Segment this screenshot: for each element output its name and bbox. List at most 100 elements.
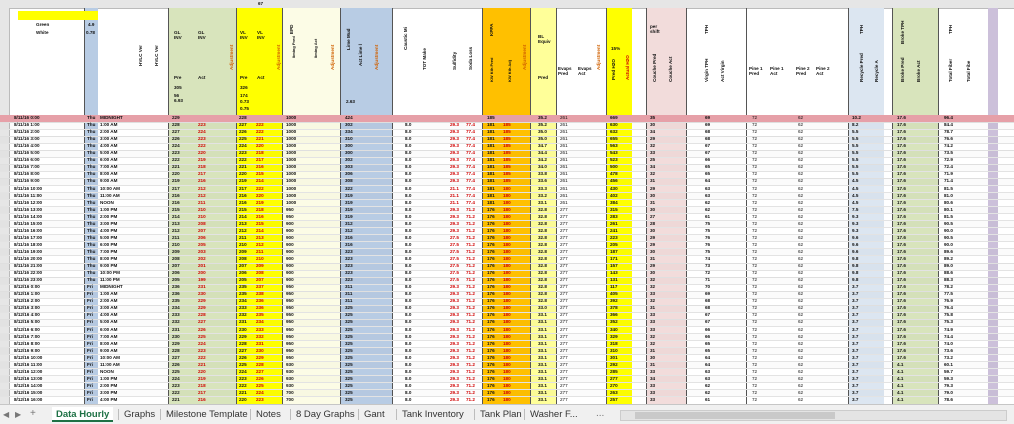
cell-ev[interactable]: 261 bbox=[560, 150, 568, 156]
cell-kw[interactable]: 185 bbox=[503, 129, 511, 135]
cell-day[interactable]: Fri bbox=[87, 284, 93, 290]
cell-date[interactable]: 8/11/16 9:00 bbox=[14, 178, 40, 184]
cell-gla[interactable]: 211 bbox=[198, 199, 206, 205]
table-row[interactable]: 8/12/16 10:00 Fri 10:00 AM 227 222 226 229 950 3… bbox=[0, 355, 1014, 363]
cell-p1[interactable]: 72 bbox=[752, 319, 758, 325]
cell-ev[interactable]: 277 bbox=[560, 354, 568, 360]
table-row[interactable]: 8/11/16 16:00 Thu 4:00 PM 212 207 212 214 900 31… bbox=[0, 228, 1014, 236]
cell-p2[interactable]: 62 bbox=[798, 192, 804, 198]
cell-gla[interactable]: 218 bbox=[198, 382, 206, 388]
cell-p2[interactable]: 62 bbox=[798, 284, 804, 290]
cell-k[interactable]: 176 bbox=[487, 284, 495, 290]
scroll-left-icon[interactable]: ◀ bbox=[3, 410, 10, 419]
cell-tf[interactable]: 75.3 bbox=[944, 319, 953, 325]
cell-vl[interactable]: 234 bbox=[239, 298, 247, 304]
cell-br[interactable]: 17.6 bbox=[897, 185, 906, 191]
cell-cp[interactable]: 34 bbox=[650, 129, 656, 135]
cell-tf[interactable]: 72.9 bbox=[944, 157, 953, 163]
cell-rc[interactable]: 7.5 bbox=[852, 206, 859, 212]
cell-cp[interactable]: 32 bbox=[650, 171, 656, 177]
cell-tot[interactable]: 21.1 bbox=[450, 199, 459, 205]
cell-bl[interactable]: 33.0 bbox=[538, 305, 547, 311]
cell-ca[interactable]: 8.0 bbox=[405, 389, 412, 395]
cell-day[interactable]: Fri bbox=[87, 319, 93, 325]
cell-ev[interactable]: 277 bbox=[560, 361, 568, 367]
cell-bl[interactable]: 33.2 bbox=[538, 192, 547, 198]
table-row[interactable]: 8/11/16 1:00 Thu 1:00 AM 228 223 227 222 1000 30… bbox=[0, 122, 1014, 130]
cell-cp[interactable]: 31 bbox=[650, 199, 656, 205]
cell-ca[interactable]: 8.0 bbox=[405, 354, 412, 360]
cell-ev[interactable]: 277 bbox=[560, 340, 568, 346]
cell-w[interactable]: 630 bbox=[610, 122, 618, 128]
cell-lm[interactable]: 323 bbox=[345, 263, 353, 269]
cell-time[interactable]: 3:00 PM bbox=[100, 220, 118, 226]
cell-br[interactable]: 17.6 bbox=[897, 143, 906, 149]
cell-vt[interactable]: 62 bbox=[705, 389, 711, 395]
cell-k[interactable]: 181 bbox=[487, 136, 495, 142]
cell-day[interactable]: Fri bbox=[87, 305, 93, 311]
cell-rc[interactable]: 4.5 bbox=[852, 185, 859, 191]
cell-vla[interactable]: 233 bbox=[256, 326, 264, 332]
cell-tot[interactable]: 21.1 bbox=[450, 185, 459, 191]
cell-gl[interactable]: 223 bbox=[172, 150, 180, 156]
cell-vla[interactable]: 220 bbox=[256, 192, 264, 198]
cell-gl[interactable]: 231 bbox=[172, 326, 180, 332]
cell-br[interactable]: 17.6 bbox=[897, 129, 906, 135]
table-row[interactable]: 8/12/16 13:00 Fri 1:00 PM 224 219 223 226 930 32… bbox=[0, 376, 1014, 384]
cell-gl[interactable]: 233 bbox=[172, 312, 180, 318]
cell-kw[interactable]: 180 bbox=[503, 291, 511, 297]
cell-sul[interactable]: 77.4 bbox=[466, 164, 475, 170]
cell-p2[interactable]: 62 bbox=[798, 241, 804, 247]
cell-time[interactable]: 10:00 AM bbox=[100, 354, 120, 360]
cell-vt[interactable]: 62 bbox=[705, 199, 711, 205]
cell-time[interactable]: 4:00 PM bbox=[100, 397, 118, 402]
cell-gla[interactable]: 226 bbox=[198, 326, 206, 332]
scroll-right-icon[interactable]: ▶ bbox=[15, 410, 22, 419]
cell-day[interactable]: Fri bbox=[87, 397, 93, 402]
cell-ev[interactable]: 261 bbox=[560, 136, 568, 142]
cell-tot[interactable]: 29.3 bbox=[450, 347, 459, 353]
cell-tf[interactable]: 90.5 bbox=[944, 220, 953, 226]
cell-ev[interactable]: 277 bbox=[560, 234, 568, 240]
cell-vla[interactable]: 227 bbox=[256, 368, 264, 374]
cell-ep[interactable]: 930 bbox=[286, 375, 294, 381]
cell-rc[interactable]: 5.5 bbox=[852, 171, 859, 177]
cell-w[interactable]: 430 bbox=[610, 185, 618, 191]
cell-date[interactable]: 8/11/16 20:00 bbox=[14, 256, 43, 261]
cell-cp[interactable]: 30 bbox=[650, 227, 656, 233]
cell-rc[interactable]: 4.5 bbox=[852, 199, 859, 205]
cell-vl[interactable]: 219 bbox=[239, 178, 247, 184]
cell-kw[interactable]: 185 bbox=[503, 150, 511, 156]
cell-tot[interactable]: 29.3 bbox=[450, 389, 459, 395]
cell-lm[interactable]: 424 bbox=[345, 115, 353, 120]
cell-ev[interactable]: 277 bbox=[560, 213, 568, 219]
cell-vt[interactable]: 63 bbox=[705, 192, 711, 198]
cell-day[interactable]: Fri bbox=[87, 389, 93, 395]
cell-kw[interactable]: 185 bbox=[503, 171, 511, 177]
table-row[interactable]: 8/11/16 17:00 Thu 5:00 PM 211 206 211 213 900 31… bbox=[0, 235, 1014, 243]
cell-tf[interactable]: 84.4 bbox=[944, 122, 953, 128]
cell-br[interactable]: 4.1 bbox=[897, 368, 904, 374]
cell-gl[interactable]: 216 bbox=[172, 192, 180, 198]
cell-sul[interactable]: 71.2 bbox=[466, 256, 475, 261]
cell-br[interactable]: 17.6 bbox=[897, 234, 906, 240]
cell-ev[interactable]: 261 bbox=[560, 129, 568, 135]
cell-rc[interactable]: 3.7 bbox=[852, 298, 859, 304]
cell-bl[interactable]: 35.0 bbox=[538, 129, 547, 135]
cell-ep[interactable]: 1000 bbox=[286, 122, 297, 128]
cell-k[interactable]: 176 bbox=[487, 347, 495, 353]
cell-p2[interactable]: 62 bbox=[798, 312, 804, 318]
cell-vt[interactable]: 65 bbox=[705, 347, 711, 353]
cell-vl[interactable]: 214 bbox=[239, 213, 247, 219]
cell-p2[interactable]: 62 bbox=[798, 382, 804, 388]
cell-p2[interactable]: 62 bbox=[798, 375, 804, 381]
cell-bl[interactable]: 32.8 bbox=[538, 234, 547, 240]
cell-ev[interactable]: 261 bbox=[560, 157, 568, 163]
cell-sul[interactable]: 71.2 bbox=[466, 397, 475, 402]
cell-date[interactable]: 8/12/16 1:00 bbox=[14, 291, 40, 297]
cell-date[interactable]: 8/11/16 10:00 bbox=[14, 185, 43, 191]
table-row[interactable]: 8/11/16 2:00 Thu 2:00 AM 227 224 226 222 1000 33… bbox=[0, 129, 1014, 137]
cell-kw[interactable]: 180 bbox=[503, 382, 511, 388]
cell-cp[interactable]: 33 bbox=[650, 397, 656, 402]
cell-k[interactable]: 176 bbox=[487, 234, 495, 240]
